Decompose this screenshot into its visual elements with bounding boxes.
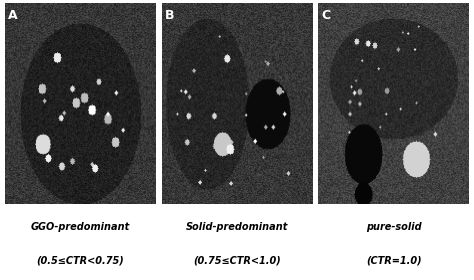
Text: GGO-predominant: GGO-predominant <box>30 222 130 232</box>
Text: A: A <box>8 9 18 22</box>
Text: B: B <box>164 9 174 22</box>
Text: pure-solid: pure-solid <box>366 222 422 232</box>
Text: (0.75≤CTR<1.0): (0.75≤CTR<1.0) <box>193 255 281 265</box>
Text: (0.5≤CTR<0.75): (0.5≤CTR<0.75) <box>36 255 124 265</box>
Text: Solid-predominant: Solid-predominant <box>186 222 288 232</box>
Text: (CTR=1.0): (CTR=1.0) <box>366 255 422 265</box>
Text: C: C <box>321 9 330 22</box>
